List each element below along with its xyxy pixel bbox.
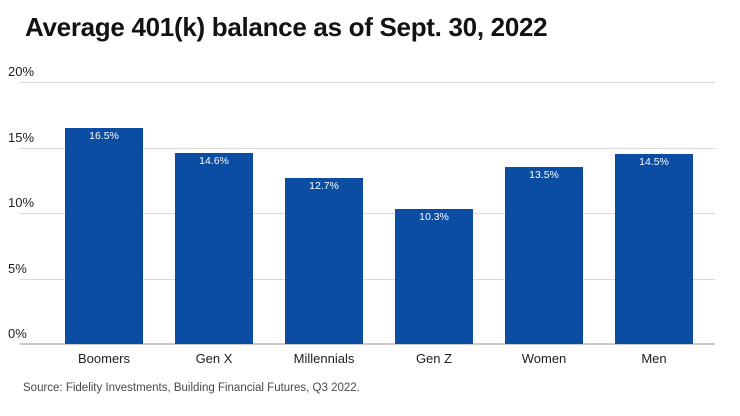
source-note: Source: Fidelity Investments, Building F… bbox=[23, 382, 360, 394]
bar-value-label: 13.5% bbox=[529, 169, 559, 182]
y-tick-label: 20% bbox=[8, 64, 35, 79]
x-tick-label-boomers: Boomers bbox=[77, 351, 131, 366]
x-axis-baseline bbox=[20, 343, 715, 345]
bar-millennials: 12.7% bbox=[285, 177, 363, 344]
bar-boomers: 16.5% bbox=[65, 127, 143, 344]
x-tick-label-women: Women bbox=[521, 351, 567, 366]
gridline bbox=[20, 82, 715, 83]
bar-gen-x: 14.6% bbox=[175, 152, 253, 344]
gridline bbox=[20, 213, 715, 214]
bar-value-label: 10.3% bbox=[419, 211, 449, 224]
x-tick-label-millennials: Millennials bbox=[293, 351, 355, 366]
bar-gen-z: 10.3% bbox=[395, 209, 473, 344]
bar-value-label: 16.5% bbox=[89, 129, 119, 142]
x-tick-label-gen-z: Gen Z bbox=[415, 351, 453, 366]
bar-value-label: 14.5% bbox=[639, 156, 669, 169]
bar-women: 13.5% bbox=[505, 167, 583, 344]
y-tick-label: 15% bbox=[8, 129, 35, 145]
x-tick-label-gen-x: Gen X bbox=[195, 351, 233, 366]
bar-value-label: 12.7% bbox=[309, 179, 339, 192]
bar-men: 14.5% bbox=[615, 154, 693, 344]
chart-title: Average 401(k) balance as of Sept. 30, 2… bbox=[25, 12, 548, 42]
gridline bbox=[20, 147, 715, 149]
bar-value-label: 14.6% bbox=[199, 154, 229, 167]
y-tick-label: 0% bbox=[8, 326, 27, 341]
y-tick-label: 5% bbox=[8, 260, 27, 276]
gridline bbox=[20, 278, 715, 280]
y-tick-label: 10% bbox=[8, 195, 35, 210]
x-tick-label-men: Men bbox=[641, 351, 667, 366]
